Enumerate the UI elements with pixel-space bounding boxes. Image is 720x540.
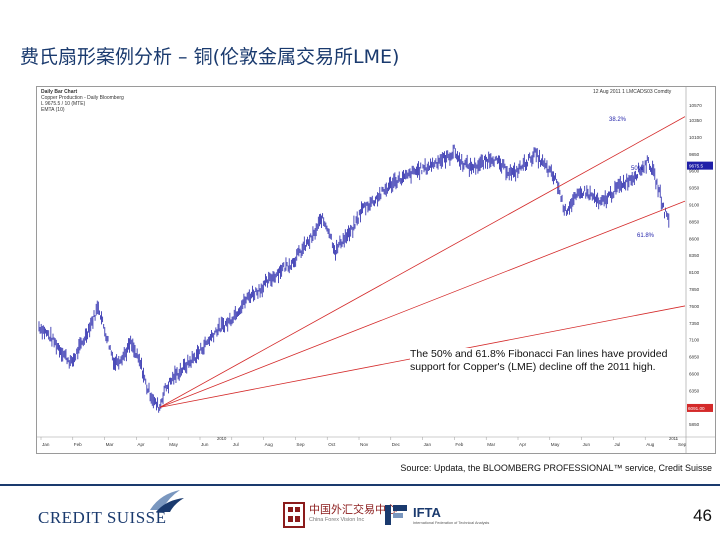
cfv-name-en: China Forex Vision Inc xyxy=(309,517,365,523)
fib-level-label: 38.2% xyxy=(609,117,627,123)
x-tick-label: Jan xyxy=(42,442,50,447)
y-tick-label: 8600 xyxy=(689,236,700,241)
last-price-tag xyxy=(687,161,713,170)
y-tick-label: 10570 xyxy=(689,103,702,108)
y-tick-label: 7850 xyxy=(689,287,700,292)
y-tick-label: 6600 xyxy=(689,372,700,377)
y-tick-label: 10100 xyxy=(689,135,702,140)
y-tick-label: 7350 xyxy=(689,321,700,326)
x-tick-label: Feb xyxy=(74,442,82,447)
fib-level-label: 61.8% xyxy=(637,233,655,239)
y-tick-label: 9100 xyxy=(689,203,700,208)
x-tick-label: Jun xyxy=(583,442,591,447)
chart-subtitle-2: L 9675.5 / 10 (MTE) xyxy=(41,101,86,107)
last-price-label: 9675.5 xyxy=(689,164,703,169)
x-tick-label: Dec xyxy=(392,442,401,447)
x-tick-label: Nov xyxy=(360,442,369,447)
y-tick-label: 7100 xyxy=(689,338,700,343)
year-label: 2010 xyxy=(217,436,227,441)
x-tick-label: Sep xyxy=(678,442,687,447)
x-tick-label: Mar xyxy=(106,442,114,447)
y-tick-label: 8850 xyxy=(689,219,700,224)
ifta-subtitle: International Federation of Technical An… xyxy=(413,521,490,525)
y-tick-label: 6850 xyxy=(689,355,700,360)
ifta-logo: IFTA International Federation of Technic… xyxy=(383,500,489,530)
low-price-label: 6091.00 xyxy=(688,406,705,411)
y-tick-label: 9350 xyxy=(689,186,700,191)
y-tick-label: 8350 xyxy=(689,253,700,258)
year-label: 2011 xyxy=(669,436,679,441)
x-tick-label: Jan xyxy=(424,442,432,447)
page-number: 46 xyxy=(693,506,712,525)
chart-title: Daily Bar Chart xyxy=(41,89,78,95)
fib-level-label: 50% xyxy=(631,166,644,172)
price-chart: 10570 10350 10100 9850 9600 9350 9100 8850 8600 8… xyxy=(36,86,716,454)
y-tick-label: 9600 xyxy=(689,169,700,174)
x-tick-label: Jul xyxy=(614,442,620,447)
fib-fan-line xyxy=(159,116,686,408)
chart-canvas: 10570 10350 10100 9850 9600 9350 9100 8850 8600 8… xyxy=(37,87,715,453)
ifta-emblem-icon xyxy=(385,505,407,525)
annotation-text: The 50% and 61.8% Fibonacci Fan lines ha… xyxy=(410,348,680,374)
fib-fan-line xyxy=(159,200,686,408)
seal-icon xyxy=(283,502,305,528)
y-tick-label: 7600 xyxy=(689,304,700,309)
y-tick-label: 10350 xyxy=(689,118,702,123)
y-tick-label: 8100 xyxy=(689,270,700,275)
chart-subtitle-3: EMTA (10) xyxy=(41,107,65,113)
cfv-name-cn: 中国外汇交易中心 xyxy=(309,503,397,516)
x-tick-label: Jul xyxy=(233,442,239,447)
cfv-logo: 中国外汇交易中心 China Forex Vision Inc xyxy=(283,500,397,530)
x-tick-label: May xyxy=(551,442,560,447)
x-tick-label: Aug xyxy=(646,442,655,447)
credit-suisse-wordmark: CREDIT SUISSE xyxy=(38,508,167,527)
sails-icon xyxy=(150,490,184,512)
slide-title: 费氏扇形案例分析 – 铜(伦敦金属交易所LME) xyxy=(20,46,400,68)
footer-divider xyxy=(0,484,720,486)
credit-suisse-logo: CREDIT SUISSE xyxy=(38,490,188,530)
x-tick-label: Sep xyxy=(296,442,305,447)
low-price-tag xyxy=(687,403,713,412)
x-tick-label: Aug xyxy=(265,442,274,447)
x-tick-label: Feb xyxy=(455,442,463,447)
y-tick-label: 9850 xyxy=(689,152,700,157)
y-tick-label: 5850 xyxy=(689,422,700,427)
x-tick-label: Apr xyxy=(519,442,527,447)
ifta-wordmark: IFTA xyxy=(413,505,441,520)
y-tick-label: 6350 xyxy=(689,388,700,393)
x-tick-label: Apr xyxy=(137,442,145,447)
x-tick-label: May xyxy=(169,442,178,447)
source-text: Source: Updata, the BLOOMBERG PROFESSION… xyxy=(400,463,712,473)
x-tick-label: Oct xyxy=(328,442,336,447)
chart-subtitle-1: Copper Production - Daily Bloomberg xyxy=(41,95,124,101)
x-tick-label: Jun xyxy=(201,442,209,447)
x-tick-label: Mar xyxy=(487,442,495,447)
chart-header-right: 12 Aug 2011 1 LMCADS03 Comdty xyxy=(593,89,672,95)
